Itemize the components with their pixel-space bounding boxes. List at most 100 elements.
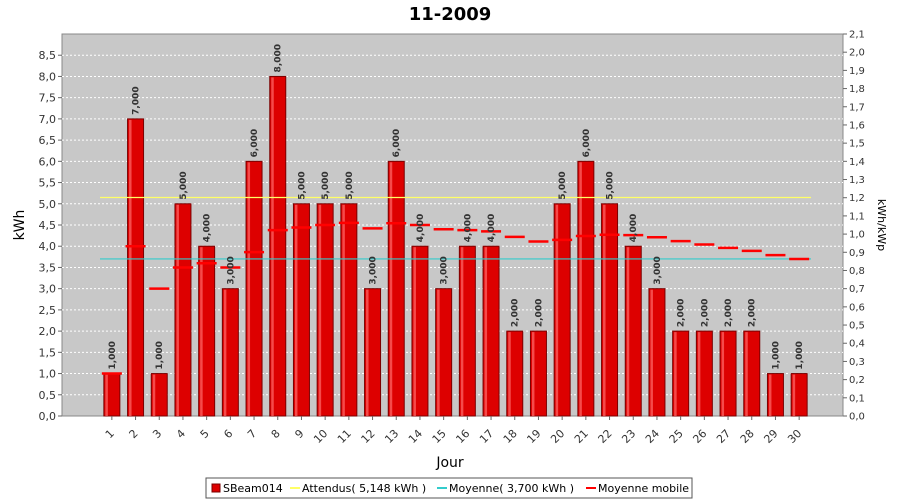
y-tick-label: 8,0 — [39, 70, 57, 83]
data-label: 2,000 — [677, 299, 687, 327]
y-tick-label: 0,0 — [39, 410, 57, 423]
bar-highlight — [484, 247, 488, 416]
bar-highlight — [650, 289, 653, 416]
data-label: 5,000 — [321, 171, 331, 199]
x-tick-label: 19 — [524, 427, 543, 446]
x-tick-label: 1 — [103, 427, 117, 441]
y-tick-label: 5,0 — [39, 198, 57, 211]
y2-tick-label: 1,9 — [849, 66, 865, 77]
data-label: 1,000 — [108, 341, 118, 369]
y-tick-label: 4,5 — [39, 219, 57, 232]
y2-tick-label: 1,1 — [849, 211, 865, 222]
x-tick-label: 23 — [619, 427, 638, 446]
y2-tick-label: 0,9 — [849, 248, 865, 259]
x-tick-label: 8 — [269, 427, 283, 441]
x-tick-label: 9 — [292, 427, 306, 441]
x-tick-label: 16 — [453, 427, 472, 446]
y-tick-label: 3,5 — [39, 261, 57, 274]
x-axis-label: Jour — [435, 455, 464, 471]
legend-label-moving-avg: Moyenne mobile — [598, 482, 689, 495]
y-tick-label: 8,5 — [39, 49, 57, 62]
x-tick-label: 22 — [596, 427, 615, 446]
y-tick-label: 3,0 — [39, 283, 57, 296]
data-label: 5,000 — [558, 171, 568, 199]
bar-highlight — [579, 162, 582, 416]
x-tick-label: 21 — [572, 427, 591, 446]
x-tick-label: 10 — [311, 427, 330, 446]
y2-tick-label: 1,6 — [849, 120, 865, 131]
x-tick-label: 13 — [382, 427, 401, 446]
moving-average-group — [101, 221, 810, 375]
data-label: 6,000 — [392, 129, 402, 157]
y-tick-label: 1,5 — [39, 346, 57, 359]
bar-highlight — [674, 332, 677, 416]
x-axis-ticks: 1 2 3 4 5 6 7 8 9 10 11 12 13 14 15 16 17 18 19 20 21 22 23 24 2… — [103, 416, 804, 446]
x-tick-label: 17 — [477, 427, 496, 446]
x-tick-label: 4 — [174, 427, 188, 441]
y2-tick-label: 0,5 — [849, 321, 865, 332]
y-tick-label: 7,5 — [39, 92, 57, 105]
y2-tick-label: 1,2 — [849, 193, 865, 204]
legend-label-expected: Attendus( 5,148 kWh ) — [302, 482, 426, 495]
data-label: 4,000 — [203, 214, 213, 242]
data-label: 5,000 — [606, 171, 616, 199]
data-label: 3,000 — [226, 256, 236, 284]
data-label: 1,000 — [795, 341, 805, 369]
data-label: 2,000 — [511, 299, 521, 327]
data-label: 6,000 — [582, 129, 592, 157]
x-tick-label: 30 — [785, 427, 804, 446]
bar-highlight — [200, 247, 203, 416]
y2-tick-label: 1,0 — [849, 230, 865, 241]
bar-highlight — [294, 204, 298, 416]
bar-highlight — [745, 332, 748, 416]
bar-highlight — [603, 204, 606, 416]
data-label: 5,000 — [345, 171, 355, 199]
x-tick-label: 5 — [198, 427, 212, 441]
y-axis-label: kWh — [12, 210, 28, 241]
y2-tick-label: 0,0 — [849, 412, 865, 423]
y2-tick-label: 0,2 — [849, 375, 865, 386]
y2-tick-label: 0,1 — [849, 393, 865, 404]
bars-group — [103, 75, 808, 417]
bar-highlight — [555, 204, 559, 416]
bar-highlight — [152, 374, 156, 416]
x-tick-label: 14 — [406, 427, 425, 446]
data-labels: 1,000 7,000 1,000 5,000 4,000 3,000 6,000 8,000… — [108, 44, 805, 370]
legend-label-average: Moyenne( 3,700 kWh ) — [449, 482, 574, 495]
y2-tick-label: 1,3 — [849, 175, 865, 186]
x-tick-label: 3 — [150, 427, 164, 441]
bar-highlight — [247, 162, 251, 416]
data-label: 3,000 — [440, 256, 450, 284]
legend: SBeam014 Attendus( 5,148 kWh ) Moyenne( … — [205, 477, 693, 499]
y-tick-label: 6,0 — [39, 155, 57, 168]
data-label: 4,000 — [416, 214, 426, 242]
y-tick-label: 0,5 — [39, 389, 57, 402]
x-tick-label: 24 — [643, 427, 662, 446]
y2-tick-label: 2,0 — [849, 48, 865, 59]
bar-highlight — [508, 332, 511, 416]
bar-highlight — [223, 289, 227, 416]
y-tick-label: 1,0 — [39, 368, 57, 381]
y-tick-label: 6,5 — [39, 134, 57, 147]
data-label: 3,000 — [653, 256, 663, 284]
data-label: 2,000 — [700, 299, 710, 327]
bar-highlight — [626, 247, 630, 416]
y2-tick-label: 2,1 — [849, 30, 865, 41]
bar-highlight — [792, 374, 796, 416]
y-tick-label: 4,0 — [39, 240, 57, 253]
y-tick-label: 2,5 — [39, 304, 57, 317]
bar-highlight — [437, 289, 440, 416]
bar-highlight — [697, 332, 701, 416]
bar-highlight — [176, 204, 179, 416]
y2-tick-label: 1,4 — [849, 157, 865, 168]
y-tick-label: 5,5 — [39, 177, 57, 190]
bar-highlight — [721, 332, 725, 416]
data-label: 6,000 — [250, 129, 260, 157]
y-tick-label: 2,0 — [39, 325, 57, 338]
data-label: 7,000 — [132, 86, 142, 114]
bar-highlight — [460, 247, 464, 416]
x-tick-label: 7 — [245, 427, 259, 441]
x-tick-label: 11 — [335, 427, 354, 446]
data-label: 2,000 — [724, 299, 734, 327]
data-label: 5,000 — [297, 171, 307, 199]
